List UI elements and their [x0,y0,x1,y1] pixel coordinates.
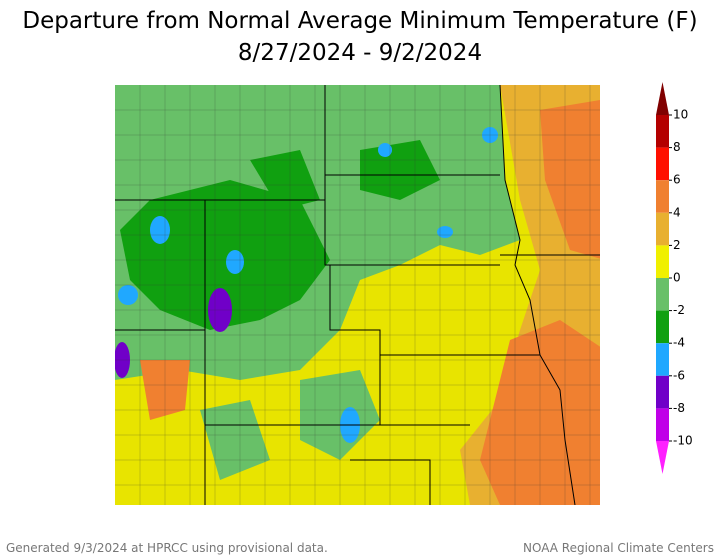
color-band [656,375,669,409]
color-band [656,245,669,278]
colorbar-tick-label: -4 [673,336,685,350]
region [437,226,453,238]
colorbar-tick-label: -6 [673,368,685,382]
map-subtitle: 8/27/2024 - 9/2/2024 [238,40,482,66]
region [480,100,600,505]
color-band [656,310,669,344]
region [120,180,330,330]
color-band [656,278,669,311]
colorbar-tick-label: 4 [673,205,681,219]
colorbar-tick-label: 8 [673,140,681,154]
map-title: Departure from Normal Average Minimum Te… [22,8,697,34]
color-band [656,343,669,376]
region [118,285,138,305]
map [115,85,600,505]
region [250,150,320,210]
colorbar-tick-label: -10 [673,434,693,448]
color-band [656,115,669,148]
colorbar-tick-label: 10 [673,108,688,122]
color-band [656,212,669,246]
region [378,143,392,157]
state-borders [115,85,600,505]
region [200,370,380,480]
colorbar-tick-label: 0 [673,271,681,285]
color-band [656,180,669,213]
colorbar-tick-label: -8 [673,401,685,415]
colorbar-top-arrow [656,82,669,115]
region [150,216,170,244]
footer-right: NOAA Regional Climate Centers [523,541,714,555]
colorbar-tick-label: 6 [673,173,681,187]
colorbar: 10 8 6 4 2 0 -2 -4 -6 -8 -10 [656,82,693,474]
footer-left: Generated 9/3/2024 at HPRCC using provis… [6,541,328,555]
colorbar-tick-label: 2 [673,238,681,252]
color-band [656,147,669,181]
colorbar-bottom-arrow [656,441,669,474]
region [226,250,244,274]
colorbar-tick-label: -2 [673,303,685,317]
color-band [656,408,669,441]
